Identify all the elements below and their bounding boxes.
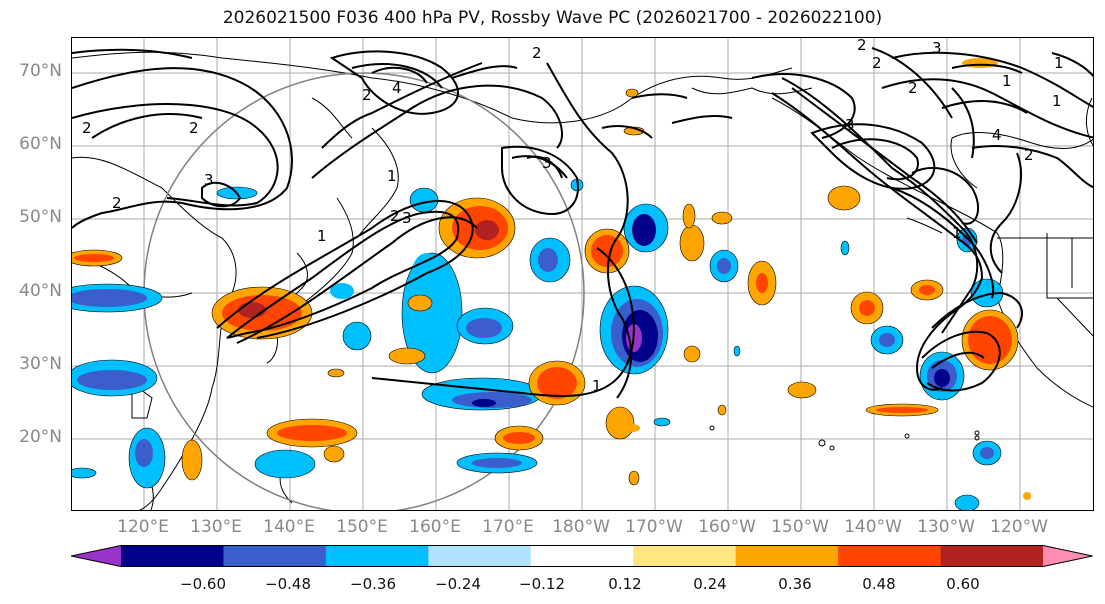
contour-label: 2 — [908, 79, 918, 97]
colorbar-tick-label: 0.24 — [693, 575, 727, 593]
map-panel: 2 2 3 2 1 2 3 4 2 1 2 3 1 2 3 2 2 4 3 2 — [71, 37, 1094, 511]
colorbar-segment — [633, 545, 737, 567]
contour-label: 2 — [857, 38, 867, 54]
colorbar-segment — [121, 545, 224, 567]
colorbar-extend-high — [1043, 545, 1093, 567]
lon-label-130e: 130°E — [190, 517, 242, 537]
colorbar-segment — [530, 545, 634, 567]
colorbar-segment — [223, 545, 327, 567]
lat-label-30: 30°N — [19, 354, 62, 374]
contour-label: 1 — [1002, 72, 1012, 90]
contour-label: 3 — [204, 171, 214, 189]
colorbar-segment — [325, 545, 429, 567]
contour-label: 1 — [952, 224, 962, 242]
contour-label: 3 — [845, 116, 855, 134]
colorbar-tick-label: 0.48 — [862, 575, 896, 593]
lon-label-160e: 160°E — [409, 517, 461, 537]
lat-label-60: 60°N — [19, 134, 62, 154]
colorbar-tick-label: 0.36 — [778, 575, 812, 593]
colorbar-tick-label: 0.60 — [946, 575, 980, 593]
colorbar-tick-label: 0.12 — [608, 575, 642, 593]
contour-label: 4 — [392, 79, 402, 97]
lon-label-170w: 170°W — [625, 517, 683, 537]
contour-label: 1 — [1052, 92, 1062, 110]
contour-label: 2 — [362, 86, 372, 104]
map-canvas: 2 2 3 2 1 2 3 4 2 1 2 3 1 2 3 2 2 4 3 2 — [72, 38, 1093, 510]
contour-label: 2 — [82, 119, 92, 137]
contour-label: 3 — [402, 209, 412, 227]
contour-label: 2 — [112, 194, 122, 212]
colorbar-segment — [838, 545, 942, 567]
contour-label: 2 — [872, 54, 882, 72]
lon-label-180w: 180°W — [552, 517, 610, 537]
lon-label-170e: 170°E — [482, 517, 534, 537]
colorbar-segment — [428, 545, 532, 567]
lon-label-150e: 150°E — [336, 517, 388, 537]
contour-label: 3 — [932, 39, 942, 57]
lon-label-120e: 120°E — [117, 517, 169, 537]
colorbar-segment — [940, 545, 1044, 567]
lon-label-160w: 160°W — [698, 517, 756, 537]
lon-label-140w: 140°W — [844, 517, 902, 537]
contour-label: 2 — [390, 207, 400, 225]
colorbar-tick-label: −0.60 — [180, 575, 226, 593]
contour-label: 2 — [1024, 146, 1034, 164]
contour-label: 4 — [992, 126, 1002, 144]
lat-label-20: 20°N — [19, 427, 62, 447]
colorbar-tick-label: −0.12 — [519, 575, 565, 593]
colorbar-extend-low — [71, 545, 121, 567]
lon-label-140e: 140°E — [263, 517, 315, 537]
negative-anomalies — [72, 178, 1004, 510]
colorbar-outline — [71, 545, 1093, 567]
contour-label: 3 — [542, 154, 552, 172]
positive-anomalies — [72, 58, 1031, 500]
figure-title: 2026021500 F036 400 hPa PV, Rossby Wave … — [222, 8, 883, 28]
pv-contours — [72, 47, 1093, 399]
lon-label-150w: 150°W — [771, 517, 829, 537]
lat-label-70: 70°N — [19, 61, 62, 81]
colorbar-segment — [735, 545, 839, 567]
lon-label-120w: 120°W — [990, 517, 1048, 537]
colorbar-tick-label: −0.24 — [435, 575, 481, 593]
colorbar-tick-label: −0.36 — [350, 575, 396, 593]
contour-label: 2 — [532, 44, 542, 62]
contour-label: 1 — [387, 167, 397, 185]
lat-label-50: 50°N — [19, 207, 62, 227]
contour-label: 1 — [1054, 54, 1064, 72]
colorbar — [71, 545, 1093, 567]
lon-label-130w: 130°W — [917, 517, 975, 537]
contour-label: 1 — [592, 377, 602, 395]
islands — [709, 425, 980, 451]
contour-label: 2 — [189, 119, 199, 137]
colorbar-tick-label: −0.48 — [265, 575, 311, 593]
lat-label-40: 40°N — [19, 281, 62, 301]
contour-labels: 2 2 3 2 1 2 3 4 2 1 2 3 1 2 3 2 2 4 3 2 — [82, 38, 1064, 395]
contour-label: 1 — [317, 227, 327, 245]
